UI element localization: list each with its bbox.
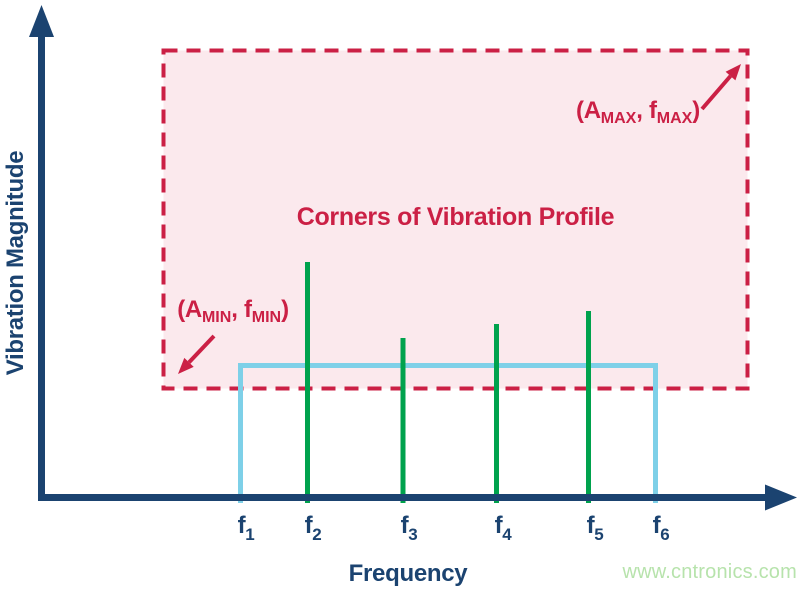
tick-label-f1: f1: [212, 512, 280, 545]
tick-f1-base: f: [237, 512, 246, 539]
tick-f6-sub: 6: [660, 525, 670, 544]
tick-f5-base: f: [586, 512, 595, 539]
tick-label-f6: f6: [627, 512, 695, 545]
tick-f2-sub: 2: [312, 525, 322, 544]
vibration-corners-envelope-box: [161, 48, 750, 391]
min-corner-sub1: MIN: [201, 309, 232, 326]
max-corner-pre: (A: [576, 97, 601, 124]
watermark: www.cntronics.com: [622, 561, 797, 583]
tick-f5-sub: 5: [594, 525, 604, 544]
min-corner-sub2: MIN: [251, 309, 282, 326]
x-axis-label: Frequency: [348, 560, 468, 587]
min-corner-post: ): [281, 296, 289, 323]
min-corner-label: (AMIN, fMIN): [133, 296, 333, 327]
envelope-box-title: Corners of Vibration Profile: [296, 203, 615, 231]
y-axis-arrowhead-icon: [29, 5, 54, 37]
tick-f6-base: f: [652, 512, 661, 539]
tick-f2-base: f: [304, 512, 313, 539]
tick-f4-base: f: [494, 512, 503, 539]
max-corner-sub2: MAX: [656, 110, 693, 127]
y-axis-label: Vibration Magnitude: [2, 150, 29, 376]
vibration-profile-outline: [238, 363, 658, 503]
tick-label-f3: f3: [375, 512, 443, 545]
max-corner-mid: , f: [636, 97, 657, 124]
x-axis-arrowhead-icon: [765, 484, 797, 511]
tick-f3-base: f: [400, 512, 409, 539]
tick-label-f2: f2: [279, 512, 347, 545]
tick-label-f4: f4: [469, 512, 537, 545]
max-corner-sub1: MAX: [600, 110, 637, 127]
tick-f3-sub: 3: [408, 525, 418, 544]
tick-label-f5: f5: [561, 512, 629, 545]
min-corner-pre: (A: [177, 296, 202, 323]
min-corner-mid: , f: [231, 296, 252, 323]
max-corner-arrow-icon: [700, 64, 741, 111]
max-corner-post: ): [692, 97, 700, 124]
tick-f1-sub: 1: [245, 525, 255, 544]
tick-f4-sub: 4: [502, 525, 512, 544]
min-corner-arrow-icon: [178, 334, 216, 374]
max-corner-label: (AMAX, fMAX): [500, 97, 700, 128]
